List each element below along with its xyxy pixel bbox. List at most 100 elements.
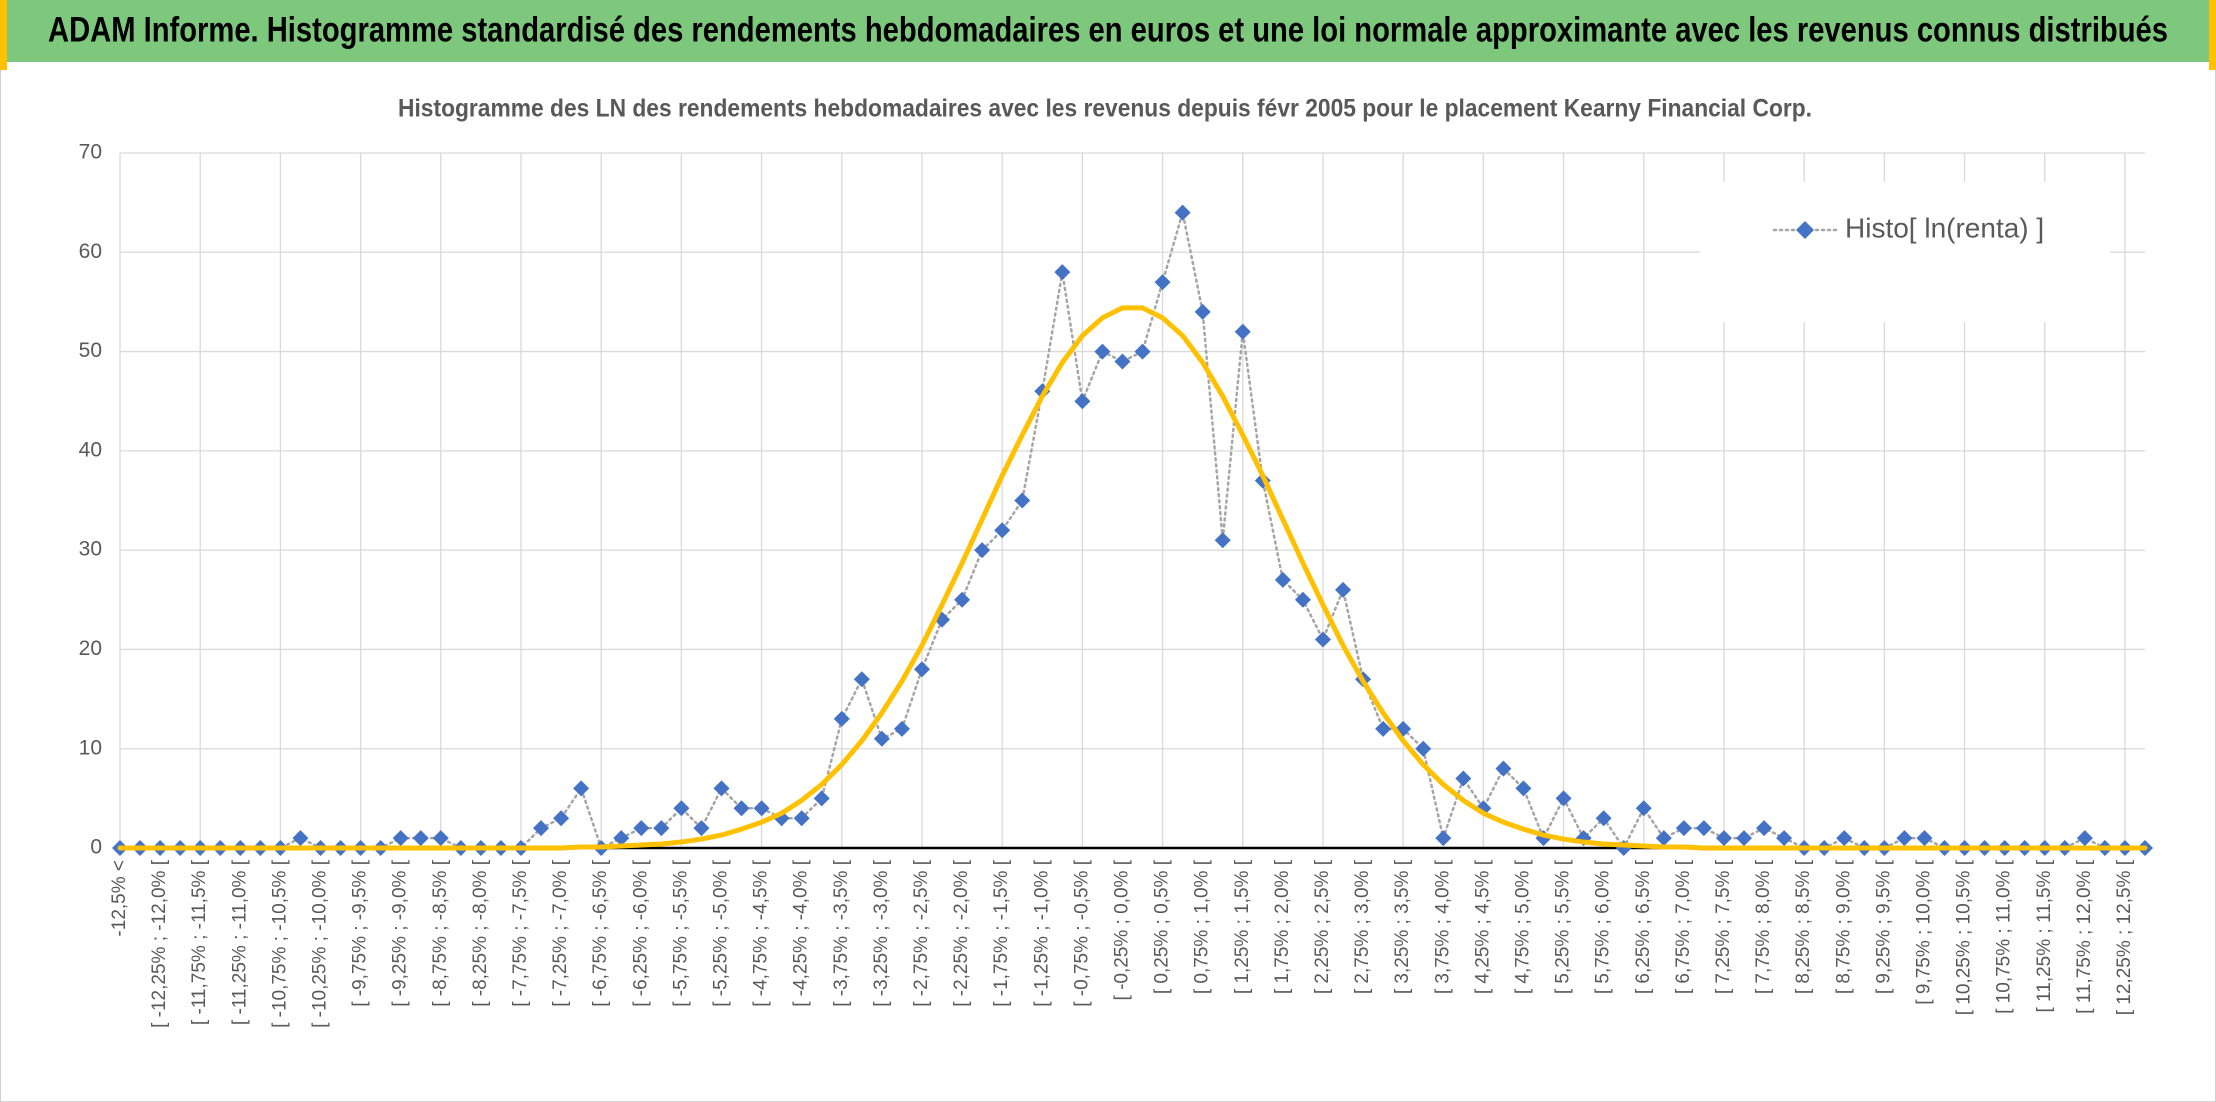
- x-tick-label: [ -10,75% ; -10,5% [: [269, 859, 290, 1028]
- x-tick-label: [ 9,25% ; 9,5% [: [1873, 859, 1894, 994]
- marker: [954, 591, 971, 608]
- marker: [1555, 790, 1572, 807]
- series-line: [117, 305, 2148, 851]
- marker: [1595, 810, 1612, 827]
- marker: [1114, 353, 1131, 370]
- x-tick-label: [ 0,25% ; 0,5% [: [1152, 859, 1173, 994]
- marker: [893, 720, 910, 737]
- x-tick-label: [ 4,25% ; 4,5% [: [1472, 859, 1493, 994]
- marker: [1174, 204, 1191, 221]
- marker: [1154, 274, 1171, 291]
- x-tick-label: [ -5,75% ; -5,5% [: [670, 859, 691, 1007]
- marker: [873, 730, 890, 747]
- marker: [653, 820, 670, 837]
- marker: [753, 800, 770, 817]
- marker: [1836, 830, 1853, 847]
- marker: [533, 820, 550, 837]
- marker: [1896, 830, 1913, 847]
- x-tick-label: [ 12,25% ; 12,5% [: [2114, 859, 2135, 1015]
- x-tick-label: [ 0,75% ; 1,0% [: [1192, 859, 1213, 994]
- x-tick-label: [ -3,25% ; -3,0% [: [871, 859, 892, 1007]
- marker: [994, 522, 1011, 539]
- x-tick-label: [ -12,25% ; -12,0% [: [149, 859, 170, 1028]
- x-tick-label: [ 5,25% ; 5,5% [: [1553, 859, 1574, 994]
- marker: [793, 810, 810, 827]
- marker: [1415, 740, 1432, 757]
- x-tick-label: [ -10,25% ; -10,0% [: [310, 859, 331, 1028]
- x-tick-label: [ -2,25% ; -2,0% [: [951, 859, 972, 1007]
- marker: [1736, 830, 1753, 847]
- x-tick-label: [ 2,25% ; 2,5% [: [1312, 859, 1333, 994]
- x-tick-label: [ 11,75% ; 12,0% [: [2074, 859, 2095, 1014]
- x-tick-label: [ 3,75% ; 4,0% [: [1432, 859, 1453, 994]
- x-tick-label: [ -11,75% ; -11,5% [: [189, 859, 210, 1025]
- marker: [553, 810, 570, 827]
- y-tick-label: 10: [79, 736, 102, 759]
- legend-label: Histo[ ln(renta) ]: [1845, 212, 2044, 243]
- header-title: ADAM Informe. Histogramme standardisé de…: [48, 10, 2168, 49]
- y-tick-label: 30: [79, 538, 102, 561]
- corner-accent: [2209, 0, 2216, 70]
- y-tick-label: 70: [79, 141, 102, 164]
- x-tick-label: [ -6,25% ; -6,0% [: [630, 859, 651, 1007]
- marker: [613, 830, 630, 847]
- marker: [1134, 343, 1151, 360]
- x-tick-label: [ -9,25% ; -9,0% [: [390, 859, 411, 1007]
- x-tick-label: [ -4,75% ; -4,5% [: [751, 859, 772, 1007]
- x-tick-label: [ -7,25% ; -7,0% [: [550, 859, 571, 1007]
- x-tick-label: [ 11,25% ; 11,5% [: [2034, 859, 2055, 1012]
- marker: [813, 790, 830, 807]
- x-tick-label: [ -11,25% ; -11,0% [: [229, 859, 250, 1025]
- x-tick-label: [ 8,25% ; 8,5% [: [1793, 859, 1814, 994]
- y-tick-label: 0: [90, 836, 102, 859]
- marker: [833, 710, 850, 727]
- marker: [693, 820, 710, 837]
- marker: [633, 820, 650, 837]
- marker: [1756, 820, 1773, 837]
- x-tick-label: [ 10,75% ; 11,0% [: [1994, 859, 2015, 1014]
- plot-area: [112, 204, 2153, 856]
- marker: [1635, 800, 1652, 817]
- legend-marker: [1796, 221, 1814, 239]
- marker: [733, 800, 750, 817]
- x-tick-label: [ 6,25% ; 6,5% [: [1633, 859, 1654, 994]
- axis-labels: 0 10 20 30 40 50 60 70 -12,5% < [ -12,25% ; -12,0…: [79, 141, 2135, 1028]
- x-tick-label: [ -7,75% ; -7,5% [: [510, 859, 531, 1007]
- x-tick-label: [ 7,75% ; 8,0% [: [1753, 859, 1774, 994]
- marker: [2076, 830, 2093, 847]
- marker: [292, 830, 309, 847]
- chart-title: Histogramme des LN des rendements hebdom…: [398, 95, 1812, 123]
- x-tick-label: [ -0,25% ; 0,0% [: [1111, 859, 1132, 1000]
- x-tick-label: [ 7,25% ; 7,5% [: [1713, 859, 1734, 994]
- x-tick-label: [ 1,25% ; 1,5% [: [1232, 859, 1253, 994]
- x-tick-label: [ 4,75% ; 5,0% [: [1512, 859, 1533, 994]
- marker: [1495, 760, 1512, 777]
- x-tick-label: -12,5% <: [109, 860, 130, 937]
- marker: [1335, 581, 1352, 598]
- marker: [573, 780, 590, 797]
- marker: [1094, 343, 1111, 360]
- y-tick-label: 20: [79, 637, 102, 660]
- x-tick-label: [ -4,25% ; -4,0% [: [791, 859, 812, 1007]
- x-tick-label: [ 9,75% ; 10,0% [: [1913, 859, 1934, 1004]
- legend-box: [1700, 182, 2110, 322]
- marker: [1916, 830, 1933, 847]
- x-tick-label: [ 6,75% ; 7,0% [: [1673, 859, 1694, 994]
- marker: [1375, 720, 1392, 737]
- y-tick-label: 60: [79, 240, 102, 263]
- marker: [392, 830, 409, 847]
- x-tick-label: [ 5,75% ; 6,0% [: [1593, 859, 1614, 994]
- y-tick-label: 40: [79, 438, 102, 461]
- x-tick-label: [ -3,75% ; -3,5% [: [831, 859, 852, 1007]
- marker: [1515, 780, 1532, 797]
- marker: [1234, 323, 1251, 340]
- x-tick-label: [ -8,75% ; -8,5% [: [430, 859, 451, 1007]
- x-tick-label: [ -0,75% ; -0,5% [: [1071, 859, 1092, 1007]
- marker: [853, 671, 870, 688]
- x-tick-label: [ -2,75% ; -2,5% [: [911, 859, 932, 1007]
- x-tick-label: [ -1,25% ; -1,0% [: [1031, 859, 1052, 1007]
- marker: [1655, 830, 1672, 847]
- marker: [1675, 820, 1692, 837]
- marker: [974, 542, 991, 559]
